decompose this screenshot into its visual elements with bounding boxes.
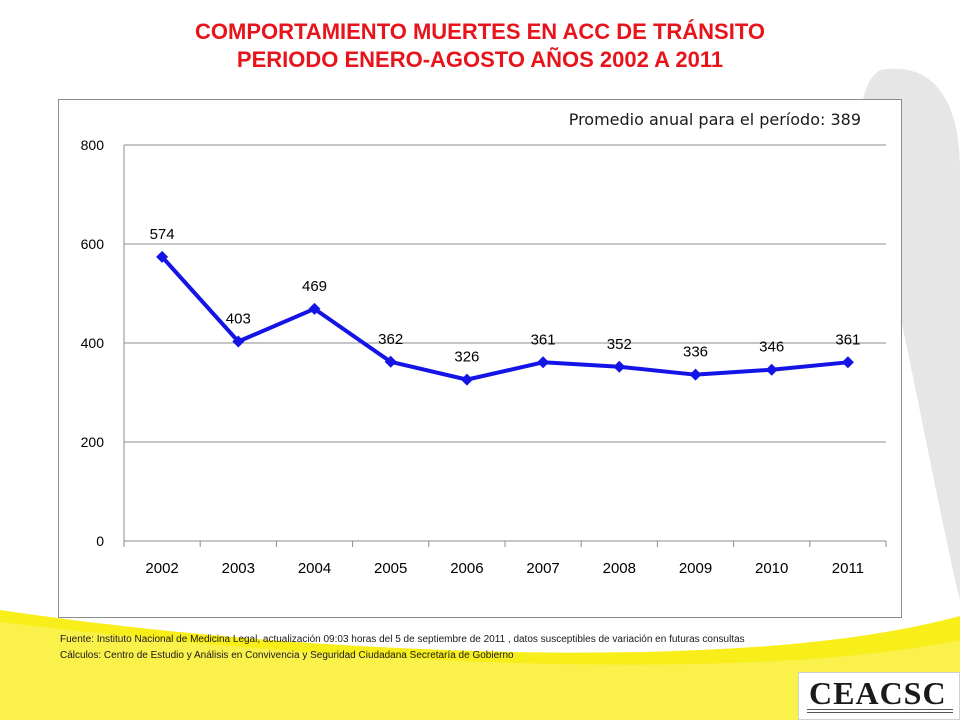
- marker-2007: [537, 356, 550, 369]
- marker-2004: [308, 302, 321, 315]
- data-label-2008: 352: [607, 336, 632, 353]
- logo-rule: [807, 709, 953, 713]
- x-tick-label-2003: 2003: [222, 560, 255, 577]
- x-tick-label-2007: 2007: [526, 560, 559, 577]
- average-annotation: Promedio anual para el período: 389: [568, 110, 861, 129]
- x-tick-label-2005: 2005: [374, 560, 407, 577]
- marker-2009: [689, 368, 702, 381]
- data-label-2006: 326: [454, 349, 479, 366]
- y-tick-label-800: 800: [81, 137, 105, 153]
- marker-2008: [613, 360, 626, 373]
- title-line-1: COMPORTAMIENTO MUERTES EN ACC DE TRÁNSIT…: [195, 19, 765, 44]
- data-label-2009: 336: [683, 344, 708, 361]
- x-tick-label-2002: 2002: [145, 560, 178, 577]
- source-line-2: Cálculos: Centro de Estudio y Análisis e…: [60, 650, 514, 661]
- yellow-swoosh-light: [0, 622, 960, 720]
- marker-2003: [232, 335, 245, 348]
- title-line-2: PERIODO ENERO-AGOSTO AÑOS 2002 A 2011: [236, 47, 724, 72]
- x-tick-label-2009: 2009: [679, 560, 712, 577]
- series-line: [160, 255, 849, 382]
- marker-2005: [384, 355, 397, 368]
- logo-text: CEACSC: [809, 675, 947, 711]
- chart-area: Promedio anual para el período: 389 0 200…: [58, 99, 902, 618]
- data-label-2010: 346: [759, 339, 784, 356]
- source-line-1: Fuente: Instituto Nacional de Medicina L…: [60, 634, 745, 645]
- x-tick-label-2011: 2011: [832, 560, 864, 577]
- x-tick-label-2008: 2008: [603, 560, 636, 577]
- chart-title: COMPORTAMIENTO MUERTES EN ACC DE TRÁNSIT…: [40, 18, 920, 74]
- data-label-2003: 403: [226, 311, 251, 328]
- marker-2006: [460, 373, 473, 386]
- marker-2002: [156, 250, 169, 263]
- x-tick-label-2004: 2004: [298, 560, 331, 577]
- data-label-2002: 574: [150, 226, 175, 243]
- y-tick-label-400: 400: [81, 335, 105, 351]
- marker-2011: [841, 356, 854, 369]
- data-label-2007: 361: [531, 331, 556, 348]
- y-tick-label-0: 0: [96, 533, 104, 549]
- data-label-2011: 361: [835, 331, 860, 348]
- x-tick-label-2006: 2006: [450, 560, 483, 577]
- line-chart: 0 200 400 600 800 2002 2003 2004 2005 2006 2007 200…: [81, 137, 887, 577]
- source-notes: Fuente: Instituto Nacional de Medicina L…: [60, 632, 920, 664]
- data-label-2004: 469: [302, 278, 327, 295]
- y-tick-label-200: 200: [81, 434, 105, 450]
- x-tick-label-2010: 2010: [755, 560, 788, 577]
- data-label-2005: 362: [378, 331, 403, 348]
- ceacsc-logo: CEACSC: [798, 672, 960, 720]
- marker-2010: [765, 363, 778, 376]
- y-tick-label-600: 600: [81, 236, 105, 252]
